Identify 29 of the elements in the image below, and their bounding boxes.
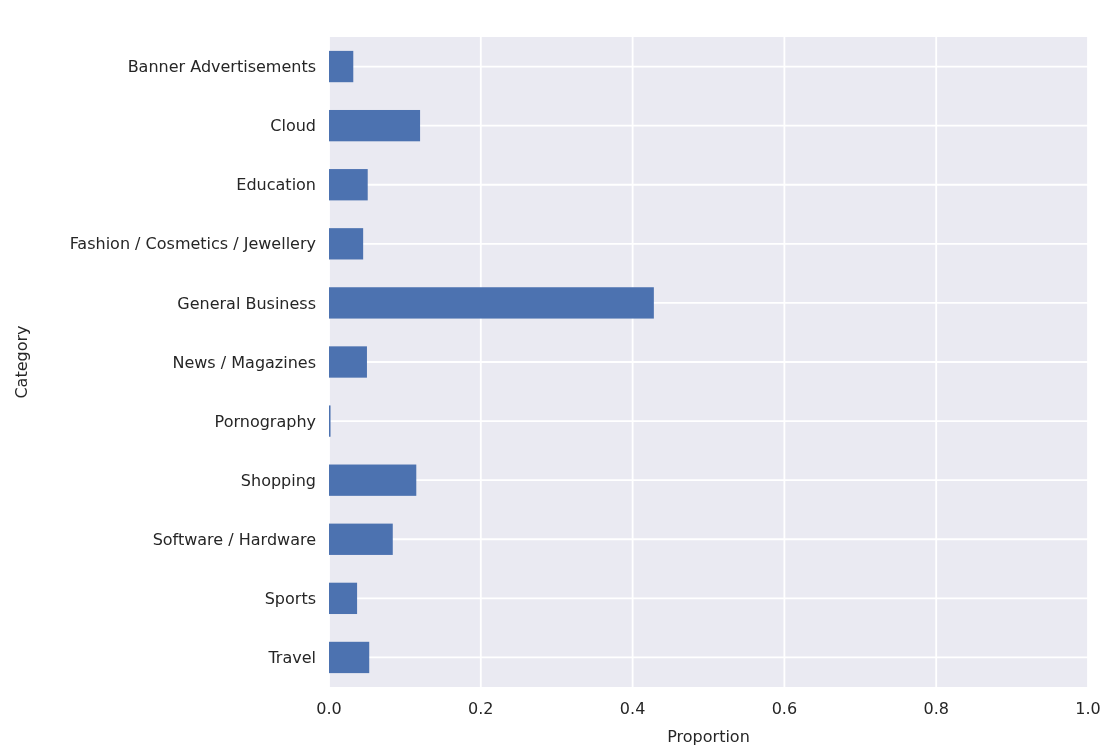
x-tick-label: 0.0: [316, 699, 342, 718]
y-tick-label: Banner Advertisements: [127, 57, 316, 77]
y-tick-label: Sports: [264, 588, 316, 608]
y-tick-label: Fashion / Cosmetics / Jewellery: [69, 234, 316, 254]
y-tick-label: Shopping: [240, 470, 316, 490]
bar: [329, 582, 358, 615]
y-tick-label: General Business: [177, 293, 316, 313]
y-tick-label: News / Magazines: [172, 352, 316, 372]
bar: [329, 109, 421, 142]
bar: [329, 464, 417, 496]
y-tick-label: Cloud: [270, 116, 316, 136]
x-axis-title: Proportion: [667, 727, 750, 746]
bar: [329, 641, 370, 674]
y-tick-label: Pornography: [214, 411, 316, 431]
bar: [329, 169, 368, 201]
bar: [329, 346, 367, 378]
y-tick-label: Travel: [267, 648, 316, 668]
x-tick-label: 1.0: [1075, 699, 1101, 718]
bar: [329, 50, 354, 83]
x-tick-label: 0.8: [923, 699, 949, 718]
bar: [329, 523, 393, 555]
x-tick-label: 0.6: [771, 699, 798, 718]
bar: [329, 228, 364, 260]
x-tick-label: 0.2: [468, 699, 494, 718]
y-axis-title: Category: [12, 325, 31, 399]
y-tick-label: Software / Hardware: [152, 529, 316, 549]
y-tick-label: Education: [236, 175, 316, 195]
x-tick-label: 0.4: [619, 699, 646, 718]
bar: [329, 287, 654, 319]
